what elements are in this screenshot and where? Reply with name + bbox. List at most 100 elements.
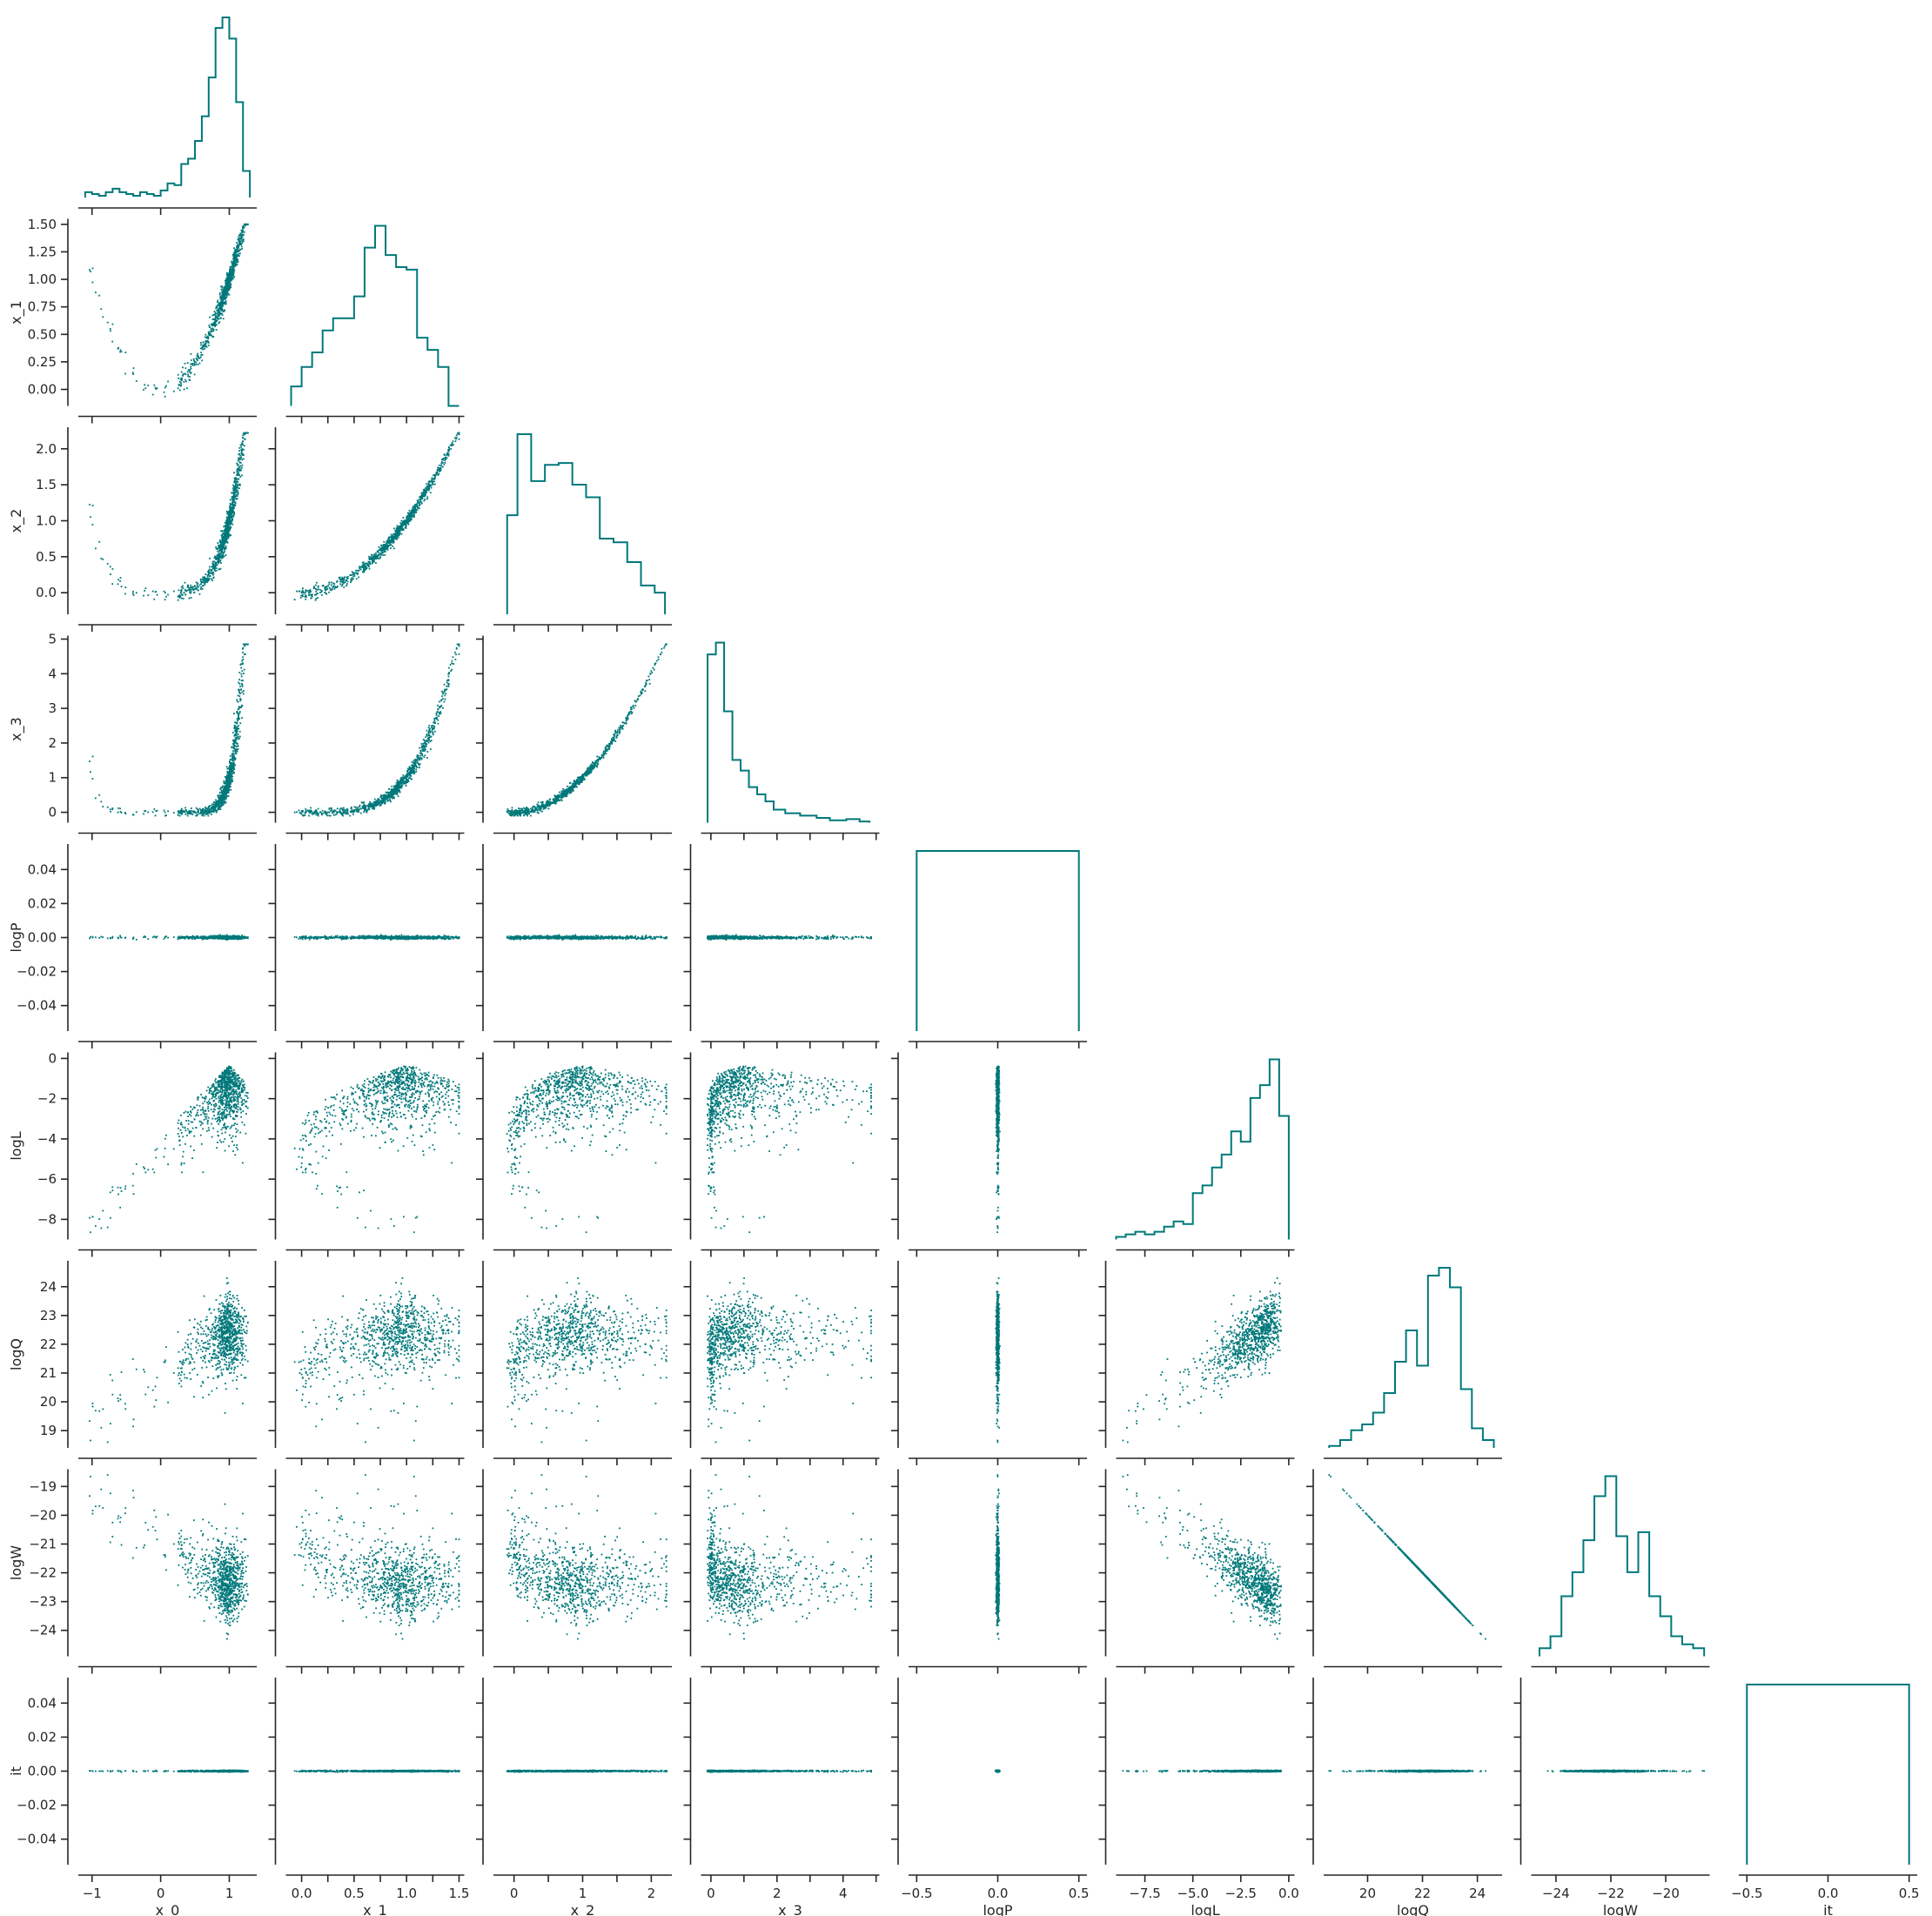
scatter-point: [458, 432, 460, 434]
scatter-point: [417, 501, 419, 504]
scatter-point: [357, 807, 359, 808]
scatter-point: [221, 794, 224, 796]
scatter-point: [381, 549, 384, 552]
scatter-point: [218, 804, 219, 806]
scatter-point: [231, 271, 233, 273]
scatter-point: [215, 562, 218, 565]
scatter-point: [238, 682, 241, 685]
scatter-point: [184, 810, 186, 813]
scatter-point: [231, 774, 232, 777]
scatter-point: [429, 485, 432, 487]
scatter-point: [215, 804, 218, 807]
scatter-point: [229, 776, 231, 779]
scatter-point: [190, 584, 192, 586]
scatter-point: [418, 499, 419, 501]
scatter-point: [223, 303, 225, 305]
scatter-point: [236, 246, 238, 249]
scatter-point: [233, 486, 236, 489]
scatter-point: [205, 344, 207, 346]
scatter-point: [302, 814, 305, 817]
scatter-point: [315, 814, 318, 816]
scatter-point: [218, 305, 219, 306]
scatter-point: [243, 238, 245, 241]
scatter-point: [241, 449, 243, 452]
scatter-point: [385, 542, 387, 544]
scatter-point: [202, 811, 205, 813]
scatter-point: [225, 524, 228, 526]
scatter-point: [203, 345, 205, 347]
scatter-point: [180, 586, 183, 588]
scatter-point: [346, 578, 349, 579]
scatter-point: [439, 466, 442, 469]
scatter-point: [373, 798, 376, 801]
scatter-point: [236, 721, 238, 724]
scatter-point: [224, 534, 226, 537]
scatter-point: [319, 592, 321, 593]
scatter-point: [400, 787, 403, 789]
scatter-point: [443, 463, 446, 466]
scatter-point: [355, 806, 357, 808]
scatter-point: [213, 566, 215, 568]
scatter-point: [222, 318, 225, 320]
scatter-point: [301, 589, 304, 592]
scatter-point: [196, 359, 198, 362]
scatter-point: [379, 801, 382, 803]
scatter-point: [214, 325, 217, 326]
scatter-point: [406, 519, 409, 522]
scatter-point: [311, 595, 313, 597]
scatter-point: [207, 811, 210, 814]
scatter-point: [212, 801, 215, 803]
scatter-point: [212, 565, 214, 567]
scatter-point: [231, 484, 234, 486]
scatter-point: [341, 578, 344, 580]
scatter-point: [359, 808, 360, 811]
scatter-point: [241, 474, 243, 477]
scatter-point: [370, 558, 372, 560]
scatter-point: [225, 541, 227, 544]
scatter-point: [202, 813, 205, 815]
scatter-point: [109, 566, 111, 568]
scatter-point: [399, 778, 402, 780]
scatter-point: [416, 509, 419, 512]
scatter-point: [431, 477, 433, 479]
scatter-point: [644, 690, 647, 693]
scatter-point: [392, 785, 395, 787]
scatter-point: [234, 484, 237, 486]
scatter-point: [231, 499, 234, 502]
scatter-point: [392, 536, 395, 539]
scatter-point: [217, 318, 219, 320]
scatter-point: [117, 583, 119, 586]
scatter-point: [188, 809, 191, 812]
scatter-point: [222, 539, 225, 542]
scatter-point: [241, 231, 244, 234]
scatter-point: [230, 788, 232, 791]
scatter-point: [418, 757, 420, 760]
scatter-point: [208, 578, 211, 580]
scatter-point: [202, 579, 205, 581]
scatter-point: [233, 768, 236, 771]
scatter-point: [232, 491, 235, 493]
y-tick-label: 0: [48, 805, 57, 821]
scatter-point: [223, 534, 225, 537]
scatter-point: [368, 559, 371, 560]
scatter-point: [218, 552, 220, 554]
scatter-point: [435, 473, 438, 475]
scatter-point: [384, 551, 386, 553]
scatter-point: [310, 597, 312, 600]
scatter-point: [193, 362, 196, 365]
scatter-point: [229, 522, 231, 525]
scatter-point: [324, 810, 326, 813]
scatter-point: [205, 341, 208, 344]
scatter-point: [216, 557, 218, 559]
scatter-point: [368, 566, 370, 567]
y-tick-label: 1: [48, 770, 57, 786]
scatter-point: [240, 444, 243, 446]
scatter-point: [217, 801, 219, 803]
scatter-point: [412, 515, 414, 518]
scatter-point: [184, 588, 186, 591]
scatter-point: [218, 310, 220, 312]
scatter-point: [207, 578, 210, 579]
scatter-point: [225, 801, 227, 804]
scatter-point: [415, 764, 418, 767]
scatter-point: [392, 533, 395, 535]
